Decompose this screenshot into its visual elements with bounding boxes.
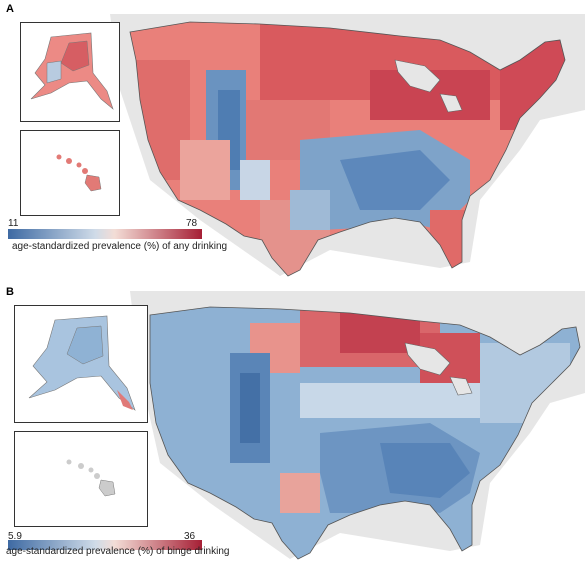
legend-max-any: 78 [186,218,198,229]
panel-binge-drinking: B 5.9 36 age-standardized prevalence (%)… [0,283,585,562]
great-lakes-binge [404,342,451,376]
panel-letter: A [6,3,14,15]
legend-max-binge: 36 [184,531,196,542]
us-outline-any [129,21,566,277]
panel-any-drinking: A 11 78 age-standardized prevalence (%) … [0,0,585,280]
alaska-map-any [30,32,114,110]
legend-caption-binge: age-standardized prevalence (%) of binge… [6,546,230,557]
lake-erie-binge [449,376,473,396]
legend-min-any: 11 [8,218,19,229]
us-outline-binge [149,306,581,560]
legend-colorbar-any [8,229,202,239]
legend-caption-any: age-standardized prevalence (%) of any d… [12,241,228,252]
hawaii-map-any [56,154,102,192]
hawaii-inset-binge [14,431,148,527]
map-any-drinking [110,14,585,277]
map-binge-drinking [130,291,585,560]
legend-colorbar-binge [8,540,202,550]
alaska-inset-any [20,22,120,122]
alaska-map-binge [28,315,136,411]
hawaii-map-binge [66,459,116,497]
alaska-inset-binge [14,305,148,423]
legend-min-binge: 5.9 [8,531,22,542]
panel-letter: B [6,286,14,298]
lake-erie-any [439,93,463,113]
great-lakes-any [394,59,441,93]
hawaii-inset-any [20,130,120,216]
